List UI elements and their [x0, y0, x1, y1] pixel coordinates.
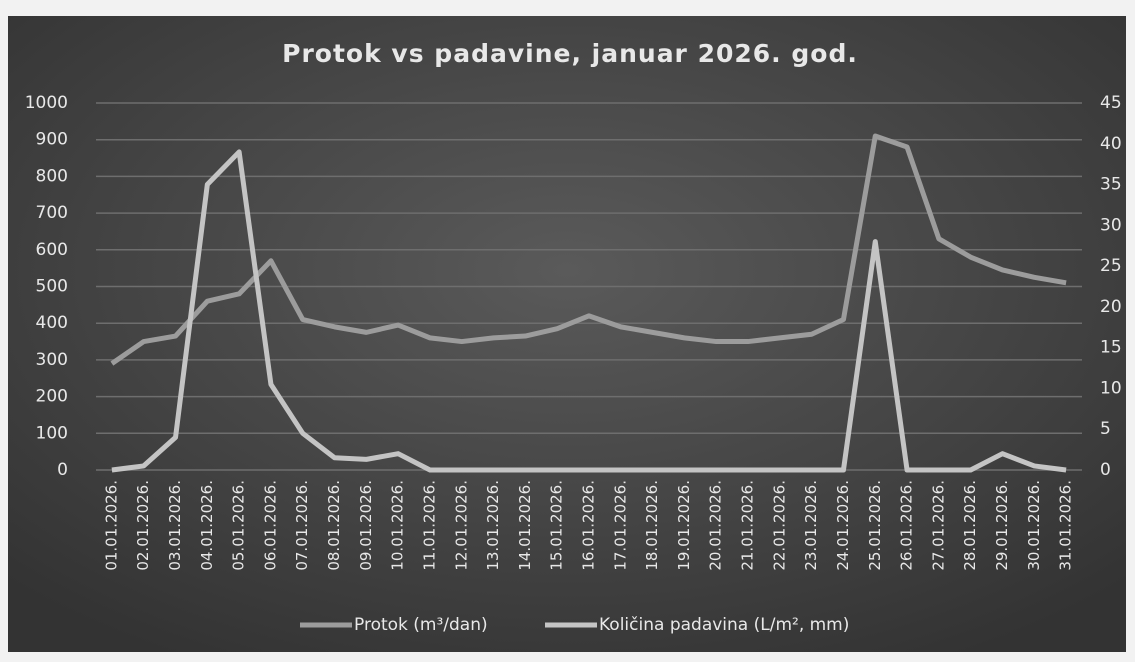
- y-tick-label: 300: [36, 350, 68, 370]
- x-tick-label: 27.01.2026.: [929, 480, 947, 571]
- series-line: [110, 133, 1067, 366]
- chart-title: Protok vs padavine, januar 2026. god.: [282, 39, 858, 68]
- x-tick-label: 28.01.2026.: [961, 480, 979, 571]
- y2-tick-label: 5: [1100, 419, 1111, 439]
- x-tick-label: 13.01.2026.: [484, 480, 502, 571]
- legend-label: Protok (m³/dan): [354, 615, 488, 635]
- y2-tick-label: 35: [1100, 175, 1122, 195]
- y-tick-label: 400: [36, 313, 68, 333]
- legend-label: Količina padavina (L/m², mm): [599, 615, 849, 635]
- x-tick-label: 02.01.2026.: [134, 480, 152, 571]
- x-tick-label: 23.01.2026.: [802, 480, 820, 571]
- x-tick-label: 04.01.2026.: [198, 480, 216, 571]
- x-tick-label: 03.01.2026.: [166, 480, 184, 571]
- y-tick-label: 0: [57, 460, 68, 480]
- y-tick-label: 600: [36, 240, 68, 260]
- y-tick-label: 1000: [25, 93, 68, 113]
- y-tick-label: 700: [36, 203, 68, 223]
- x-tick-label: 31.01.2026.: [1057, 480, 1075, 571]
- y-tick-label: 500: [36, 277, 68, 297]
- x-tick-label: 30.01.2026.: [1025, 480, 1043, 571]
- y-tick-label: 200: [36, 387, 68, 407]
- x-tick-label: 29.01.2026.: [993, 480, 1011, 571]
- x-tick-label: 16.01.2026.: [580, 480, 598, 571]
- x-tick-label: 06.01.2026.: [261, 480, 279, 571]
- y2-tick-label: 0: [1100, 460, 1111, 480]
- x-tick-label: 12.01.2026.: [452, 480, 470, 571]
- chart-background: [8, 16, 1126, 652]
- x-tick-label: 14.01.2026.: [516, 480, 534, 571]
- y2-tick-label: 25: [1100, 256, 1122, 276]
- x-tick-label: 15.01.2026.: [548, 480, 566, 571]
- x-tick-label: 05.01.2026.: [230, 480, 248, 571]
- x-tick-label: 26.01.2026.: [898, 480, 916, 571]
- x-tick-label: 19.01.2026.: [675, 480, 693, 571]
- y2-tick-label: 40: [1100, 134, 1122, 154]
- y2-tick-label: 45: [1100, 93, 1122, 113]
- y2-tick-label: 15: [1100, 338, 1122, 358]
- x-tick-label: 01.01.2026.: [102, 480, 120, 571]
- x-tick-label: 18.01.2026.: [643, 480, 661, 571]
- x-tick-label: 09.01.2026.: [357, 480, 375, 571]
- x-tick-label: 22.01.2026.: [770, 480, 788, 571]
- y-tick-label: 100: [36, 423, 68, 443]
- series-line: [111, 149, 1067, 473]
- y2-tick-label: 20: [1100, 297, 1122, 317]
- y-tick-label: 800: [36, 166, 68, 186]
- x-tick-label: 08.01.2026.: [325, 480, 343, 571]
- x-tick-label: 10.01.2026.: [389, 480, 407, 571]
- x-tick-label: 20.01.2026.: [707, 480, 725, 571]
- x-tick-label: 17.01.2026.: [611, 480, 629, 571]
- x-tick-label: 21.01.2026.: [739, 480, 757, 571]
- y2-tick-label: 10: [1100, 378, 1122, 398]
- x-tick-label: 25.01.2026.: [866, 480, 884, 571]
- x-tick-label: 24.01.2026.: [834, 480, 852, 571]
- x-tick-label: 07.01.2026.: [293, 480, 311, 571]
- y2-tick-label: 30: [1100, 215, 1122, 235]
- y-tick-label: 900: [36, 130, 68, 150]
- x-tick-label: 11.01.2026.: [420, 480, 438, 571]
